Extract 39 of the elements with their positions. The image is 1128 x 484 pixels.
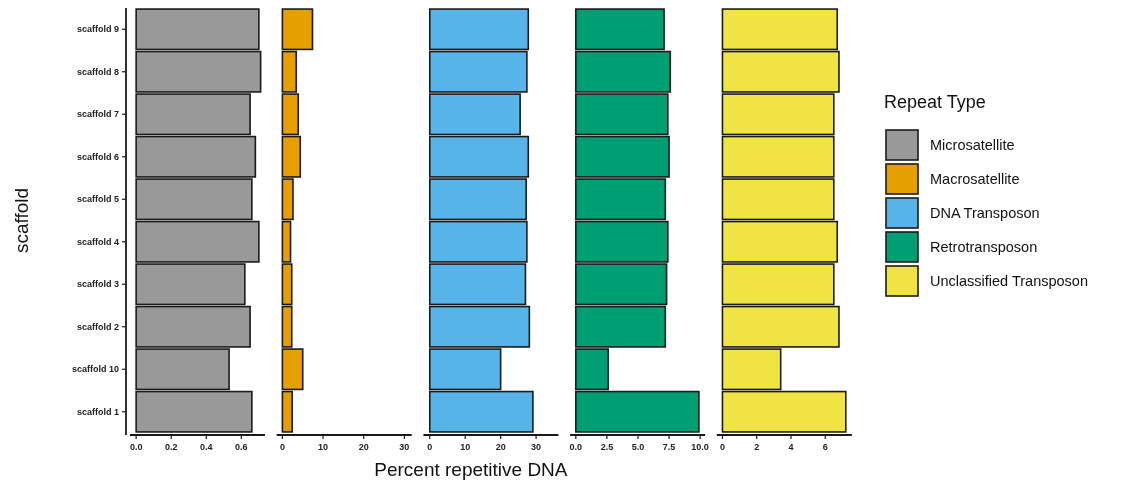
x-tick-label: 30 xyxy=(399,442,410,452)
x-tick-label: 20 xyxy=(358,442,369,452)
x-tick-label: 6 xyxy=(822,442,828,452)
y-tick-label: scaffold 5 xyxy=(76,194,119,205)
x-tick-label: 0 xyxy=(427,442,433,452)
legend-label: Microsatellite xyxy=(930,137,1015,154)
x-tick-label: 0.4 xyxy=(200,442,213,452)
x-tick-label: 4 xyxy=(788,442,794,452)
text: Retrotransposon xyxy=(930,239,1038,256)
x-tick-label: 2 xyxy=(754,442,760,452)
x-tick-label: 0.0 xyxy=(569,442,583,452)
text: DNA Transposon xyxy=(930,205,1040,222)
y-tick-label: scaffold 6 xyxy=(76,151,119,162)
x-tick-label: 0 xyxy=(279,442,285,452)
x-tick-label: 10.0 xyxy=(691,442,709,452)
y-tick-label: scaffold 7 xyxy=(76,109,119,120)
x-tick-label: 0.0 xyxy=(129,442,143,452)
y-tick-label: scaffold 2 xyxy=(76,321,119,332)
y-tick-label: scaffold 9 xyxy=(76,24,119,35)
x-tick-label: 0 xyxy=(719,442,725,452)
x-tick-label: 10 xyxy=(318,442,329,452)
legend-title: Repeat Type xyxy=(884,92,986,112)
y-tick-label: scaffold 3 xyxy=(76,279,119,290)
y-tick-label: scaffold 4 xyxy=(76,236,119,247)
y-tick-label: scaffold 10 xyxy=(71,364,119,375)
x-tick-label: 20 xyxy=(495,442,506,452)
x-axis-title: Percent repetitive DNA xyxy=(374,459,568,480)
x-tick-label: 2.5 xyxy=(600,442,614,452)
y-axis-title: scaffold xyxy=(11,187,32,254)
x-tick-label: 0.2 xyxy=(164,442,178,452)
x-tick-label: 0.6 xyxy=(235,442,248,452)
x-tick-label: 7.5 xyxy=(662,442,676,452)
x-tick-label: 5.0 xyxy=(631,442,645,452)
text: Macrosatellite xyxy=(930,171,1020,188)
x-tick-label: 30 xyxy=(531,442,542,452)
y-tick-label: scaffold 1 xyxy=(76,406,119,417)
x-tick-label: 10 xyxy=(460,442,471,452)
y-tick-label: scaffold 8 xyxy=(76,66,119,77)
text: Unclassified Transposon xyxy=(930,273,1088,290)
